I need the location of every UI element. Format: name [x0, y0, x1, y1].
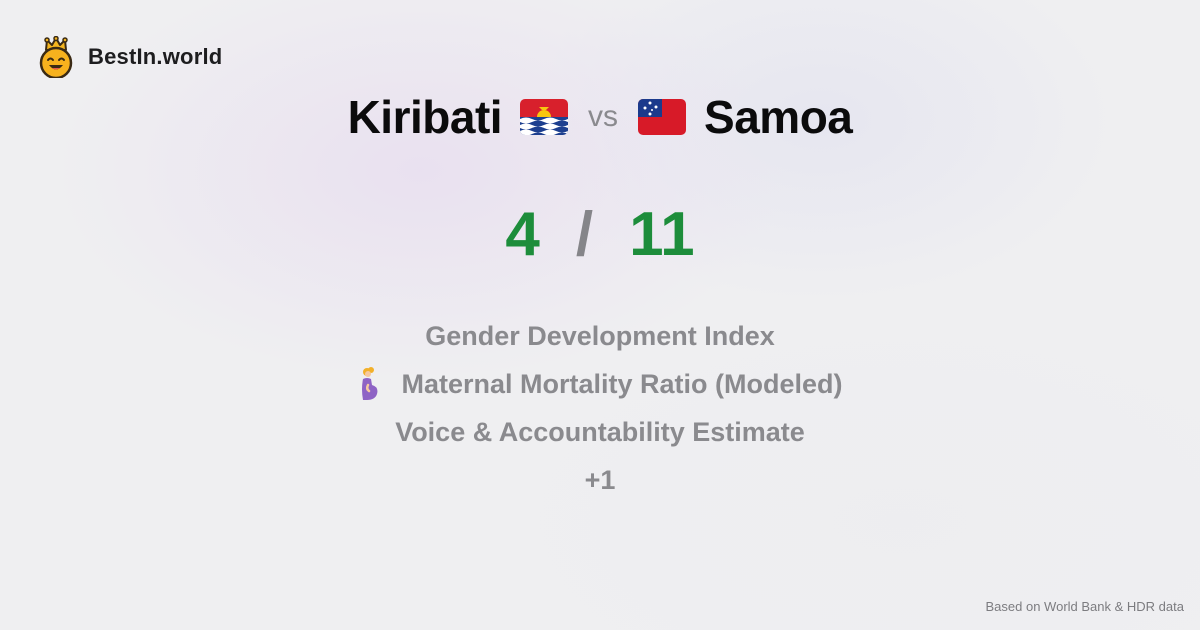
left-score: 4 — [505, 199, 540, 269]
crowned-smiley-icon — [39, 36, 73, 78]
kiribati-flag-icon — [520, 99, 569, 135]
score-separator: / — [575, 199, 594, 269]
more-metrics-count: +1 — [585, 456, 616, 504]
left-country-name: Kiribati — [347, 91, 503, 143]
right-score: 11 — [629, 199, 695, 269]
metric-item: Maternal Mortality Ratio (Modeled) — [357, 360, 843, 408]
metric-item: Gender Development Index — [425, 312, 775, 360]
metric-item: Voice & Accountability Estimate — [395, 408, 805, 456]
metric-label: Gender Development Index — [425, 320, 775, 351]
score: 4 / 11 — [0, 196, 1200, 272]
right-country-name: Samoa — [704, 91, 853, 143]
metric-label: Maternal Mortality Ratio (Modeled) — [401, 368, 843, 399]
samoa-flag-icon — [638, 99, 687, 135]
metric-label: Voice & Accountability Estimate — [395, 416, 805, 447]
metric-list: Gender Development Index Maternal Mortal… — [0, 312, 1200, 504]
metric-label: +1 — [584, 464, 616, 495]
data-source-note: Based on World Bank & HDR data — [985, 599, 1184, 614]
pregnant-woman-icon — [362, 367, 378, 400]
brand-name: BestIn.world — [88, 44, 223, 69]
vs-label: vs — [588, 100, 619, 133]
brand-logo[interactable]: BestIn.world — [38, 36, 222, 78]
comparison-title: Kiribati vs Samoa — [0, 86, 1200, 148]
